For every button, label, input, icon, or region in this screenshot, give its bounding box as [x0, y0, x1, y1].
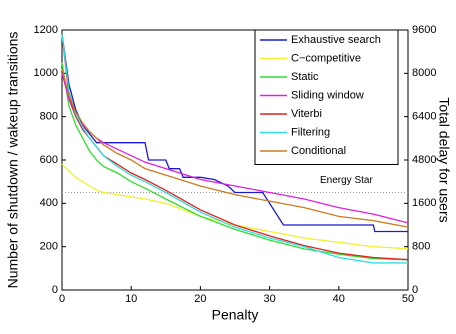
series-line: [61, 163, 409, 250]
y-tick-label: 0: [52, 284, 58, 296]
y-tick-label: 800: [40, 111, 58, 123]
y-axis-label: Number of shutdown / wakeup transitions: [5, 32, 21, 289]
legend-label: Exhaustive search: [291, 34, 381, 46]
x-tick-label: 40: [333, 293, 345, 305]
y2-tick-label: 6400: [412, 111, 436, 123]
y2-tick-label: 800: [412, 241, 430, 253]
y-tick-label: 600: [40, 154, 58, 166]
x-tick-label: 30: [263, 293, 275, 305]
legend-label: Conditional: [291, 145, 346, 157]
y2-tick-label: 1600: [412, 197, 436, 209]
y2-tick-label: 0: [412, 284, 418, 296]
legend-label: Filtering: [291, 126, 330, 138]
legend-label: C−competitive: [291, 52, 361, 64]
x-axis-label: Penalty: [212, 307, 259, 323]
series-line: [61, 68, 409, 228]
series-line: [61, 62, 409, 261]
y-tick-label: 200: [40, 241, 58, 253]
y2-tick-label: 8000: [412, 67, 436, 79]
reference-label: Energy Star: [320, 175, 373, 186]
legend-label: Sliding window: [291, 89, 364, 101]
series-line: [61, 73, 409, 224]
x-tick-label: 50: [402, 293, 414, 305]
y2-tick-label: 9600: [412, 24, 436, 36]
x-tick-label: 20: [194, 293, 206, 305]
series-line: [61, 34, 409, 261]
x-tick-label: 10: [125, 293, 137, 305]
y2-axis-label: Total delay for users: [436, 97, 452, 222]
y-tick-label: 400: [40, 197, 58, 209]
y-tick-label: 1200: [34, 24, 58, 36]
y2-tick-label: 4800: [412, 154, 436, 166]
y-tick-label: 1000: [34, 67, 58, 79]
legend-label: Static: [291, 71, 319, 83]
legend-label: Viterbi: [291, 108, 322, 120]
x-tick-label: 0: [59, 293, 65, 305]
legend-box: [254, 29, 399, 165]
series-line: [61, 34, 408, 264]
